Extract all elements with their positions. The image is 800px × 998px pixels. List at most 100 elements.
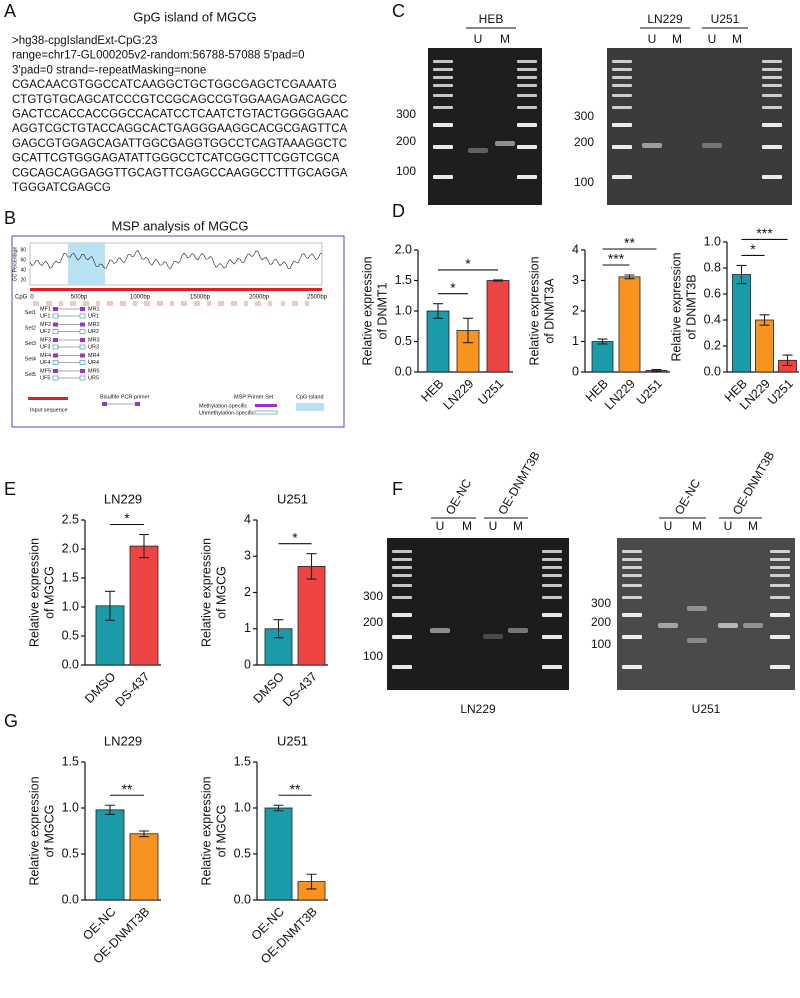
y-tick-label: 0.5 [395,334,412,348]
bar [129,833,159,901]
sequence-title: GpG island of MGCG [133,9,257,24]
x-tick-label: U251 [475,377,506,408]
ladder-band [622,584,642,587]
ladder-band [622,558,642,561]
ladder-band [770,550,790,553]
ladder-band [762,94,782,97]
error-bar [759,314,770,326]
significance-label: * [750,241,756,257]
gel-size-marker: 300 [363,589,383,603]
ladder-band [392,665,412,669]
gel-size-marker: 100 [363,649,383,663]
gel-group-label: OE-NC [672,476,704,517]
primer-mark [53,369,58,373]
y-tick-label: 0.4 [704,312,721,326]
error-bar [493,279,503,282]
error-bar [273,619,284,639]
gc-tick-label: 20 [20,277,26,283]
ladder-band [612,175,632,179]
ladder-band [542,635,562,639]
set-label: Set4 [25,356,36,362]
primer-label: MR5 [88,368,100,374]
legend-swatch [102,402,107,406]
gel-size-marker: 200 [396,134,416,148]
panel-label: C [392,1,405,21]
y-tick-label: 1.5 [62,754,79,768]
gel-lane-label: M [462,519,472,533]
primer-mark [79,360,86,365]
gel-image [607,48,792,205]
primer-mark [52,375,59,381]
gel-group-label: HEB [479,12,504,26]
ladder-band [612,76,632,79]
primer-label: MR1 [88,306,100,312]
sample-band [743,623,763,628]
legend-label: Input sequence [30,407,68,413]
gel-group-label: OE-DNMT3B [730,449,777,517]
gel-lane-label: M [513,519,523,533]
error-bar [433,303,443,319]
panel-label: E [4,479,16,499]
error-bar [306,873,317,890]
x-tick-label: DS-437 [280,670,320,710]
primer-label: UF1 [40,313,50,319]
y-tick-label: 4 [244,512,251,526]
gc-curve [29,249,323,270]
ladder-band [542,566,562,569]
y-tick-label: 0 [244,657,251,671]
y-tick-label: 1.0 [62,800,79,814]
ladder-band [517,123,537,127]
y-tick-label: 1 [572,334,579,348]
gel-lane-label: M [748,519,758,533]
primer-mark [53,353,58,358]
legend-label: CpG Island [296,394,324,400]
sequence-line: AGGTCGCTGTACCAGGCACTGAGGGAAGGCACGCGAGTTC… [12,123,348,135]
ladder-band [433,175,453,179]
sequence-line: range=chr17-GL000205v2-random:56788-5708… [12,50,304,62]
gel-image [387,538,569,690]
legend-label: Methylation-specific [199,403,248,409]
gel-lane-label: U [664,519,673,533]
gel-size-marker: 100 [574,175,594,189]
gel-size-marker: 300 [574,109,594,123]
sample-band [687,638,707,643]
bar [618,276,641,373]
primer-mark [52,329,59,334]
sequence-line: CGACAACGTGGCCATCAAGGCTGCTGGCGAGCTCGAAATG [12,79,337,91]
y-axis-label: of MGCG [42,805,56,858]
y-tick-label: 3 [244,549,251,563]
significance-label: ** [290,781,301,797]
panel-label: F [392,479,403,499]
primer-mark [79,375,86,381]
sample-band [687,606,707,611]
ladder-band [762,68,782,71]
ladder-band [392,596,412,599]
legend-label: Unmethylation-specific [199,410,255,416]
ladder-band [622,566,642,569]
primer-mark [53,322,58,327]
ladder-band [517,60,537,63]
ladder-band [433,60,453,63]
y-tick-label: 0 [572,364,579,378]
ladder-band [612,106,632,109]
gel-group-label: LN229 [647,12,683,26]
primer-label: MF2 [40,322,51,328]
y-tick-label: 0.0 [234,892,251,906]
y-axis-label: of MGCG [214,566,228,619]
y-tick-label: 0.0 [704,364,721,378]
y-tick-label: 2 [572,303,579,317]
diagram-title: MSP analysis of MGCG [111,218,248,233]
gel-lane-label: M [692,519,702,533]
y-tick-label: 2.0 [62,541,79,555]
error-bar [463,317,473,344]
primer-label: UF4 [40,360,50,366]
gel-size-marker: 200 [591,615,611,629]
y-tick-label: 1.5 [62,570,79,584]
ladder-band [392,613,412,617]
chart-title: U251 [277,733,308,748]
ladder-band [770,635,790,639]
significance-label: ** [122,781,133,797]
gel-lane-label: U [648,32,657,46]
y-axis-label: of DNMT1 [375,282,389,339]
